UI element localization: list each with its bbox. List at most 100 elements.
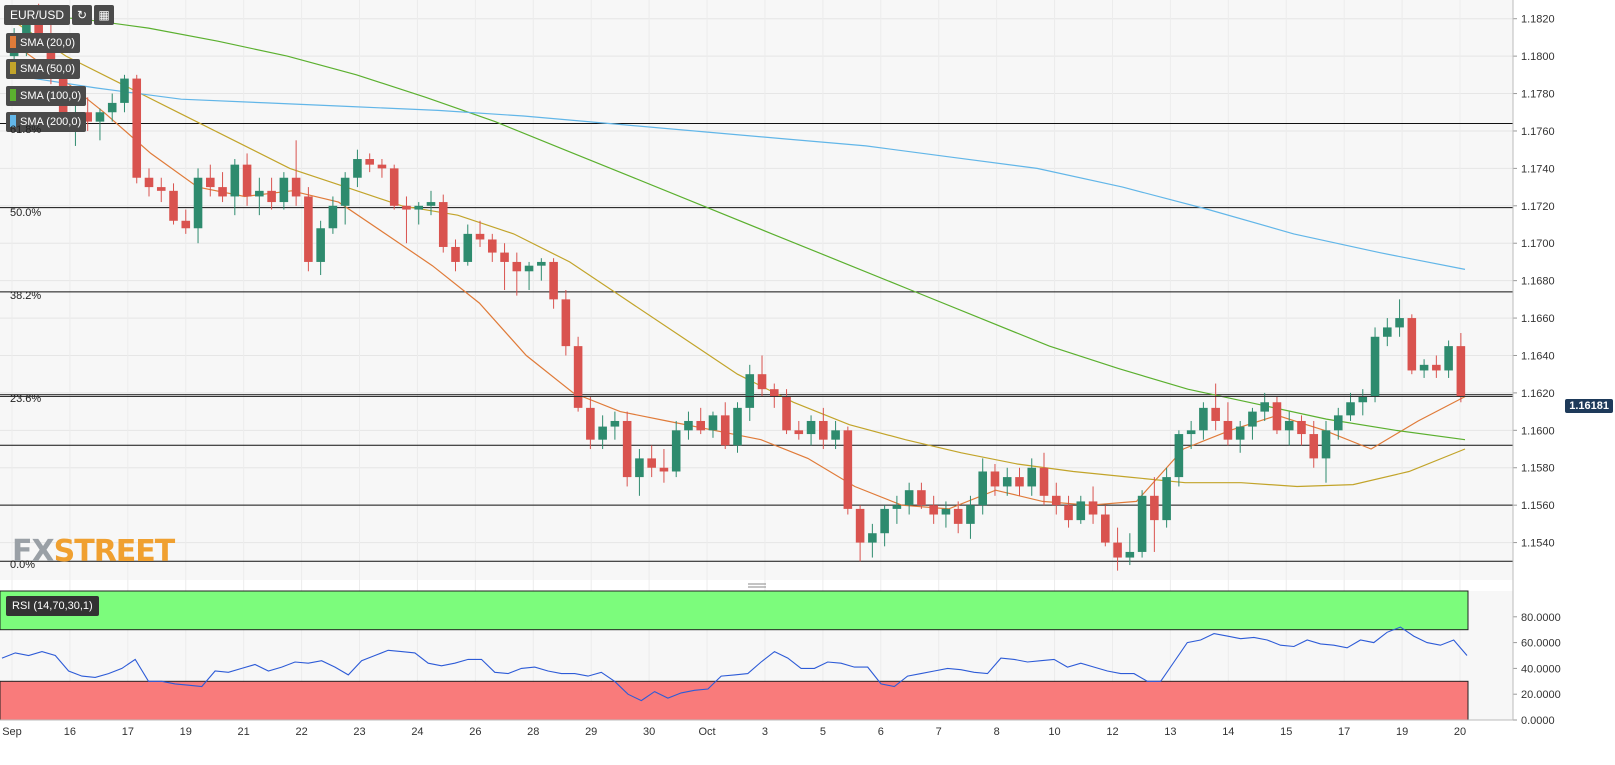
candle-body <box>904 490 914 506</box>
candle-body <box>206 177 215 188</box>
x-tick-label: 16 <box>64 726 76 738</box>
candle-body <box>512 261 522 272</box>
candle-body <box>1309 434 1319 459</box>
candle-body <box>990 471 1000 487</box>
candle-body <box>95 112 105 122</box>
x-tick-label: 5 <box>820 726 826 738</box>
fibo-label-500: 50.0% <box>10 207 42 219</box>
candle-body <box>340 177 350 206</box>
candle-body <box>953 508 963 524</box>
candle-body <box>1162 477 1171 521</box>
legend-sma-200[interactable]: SMA (200,0) <box>6 112 87 132</box>
y-tick-label: 1.1560 <box>1521 500 1555 512</box>
candle-body <box>1358 396 1368 403</box>
rsi-overbought-zone <box>0 590 1469 631</box>
refresh-icon[interactable]: ↻ <box>72 5 93 25</box>
candle-body <box>107 102 117 113</box>
y-tick-label: 1.1700 <box>1521 238 1555 250</box>
legend-sma-50[interactable]: SMA (50,0) <box>6 59 81 79</box>
x-tick-label: 17 <box>1338 726 1350 738</box>
candle-body <box>1015 477 1024 487</box>
sma-line <box>9 18 1466 488</box>
current-price-tag: 1.16181 <box>1565 399 1613 413</box>
logo-street: STREET <box>53 534 176 569</box>
candle-body <box>720 415 730 446</box>
candle-body <box>769 389 779 397</box>
legend-label: SMA (100,0) <box>20 90 82 102</box>
candle-body <box>193 177 203 229</box>
x-tick-label: Oct <box>698 726 715 738</box>
candle-body <box>22 22 31 38</box>
x-tick-label: 23 <box>353 726 365 738</box>
y-tick-label: 1.1820 <box>1521 14 1555 26</box>
candle-body <box>549 261 558 300</box>
candle-body <box>1383 327 1392 337</box>
legend-swatch <box>10 62 16 74</box>
candle-body <box>463 233 473 262</box>
y-tick-label: 1.1740 <box>1521 163 1555 175</box>
x-tick-label: 24 <box>411 726 423 738</box>
candle-body <box>120 78 129 103</box>
candle-body <box>1199 407 1208 431</box>
candle-body <box>696 420 706 431</box>
legend-sma-20[interactable]: SMA (20,0) <box>6 33 81 53</box>
candle-body <box>537 261 546 266</box>
calendar-icon[interactable]: ▦ <box>94 5 115 25</box>
legend-swatch <box>10 115 16 127</box>
y-tick-label: 1.1600 <box>1521 425 1555 437</box>
x-tick-label: 20 <box>1454 726 1466 738</box>
symbol-button[interactable]: EUR/USD <box>4 5 71 25</box>
candle-body <box>929 505 938 515</box>
candle-body <box>83 112 92 122</box>
legend-label: SMA (200,0) <box>20 116 82 128</box>
x-tick-label: 28 <box>527 726 539 738</box>
candle-body <box>1113 542 1122 558</box>
candle-body <box>1101 514 1110 543</box>
candle-body <box>353 159 362 178</box>
legend-sma-100[interactable]: SMA (100,0) <box>6 86 87 106</box>
candle-body <box>1088 501 1098 515</box>
candle-body <box>573 346 583 408</box>
rsi-y-tick-label: 40.0000 <box>1521 663 1561 675</box>
x-tick-label: 21 <box>238 726 250 738</box>
candle-body <box>328 205 338 229</box>
candle-body <box>144 177 154 188</box>
rsi-legend[interactable]: RSI (14,70,30,1) <box>6 596 99 616</box>
candle-body <box>1039 467 1049 496</box>
candle-body <box>659 467 669 472</box>
logo-fx: FX <box>12 534 55 569</box>
rsi-y-tick-label: 60.0000 <box>1521 638 1561 650</box>
fibo-label-236: 23.6% <box>10 393 42 405</box>
x-tick-label: 30 <box>643 726 655 738</box>
candle-body <box>34 22 43 34</box>
candle-body <box>389 168 399 206</box>
candle-body <box>843 430 853 509</box>
x-tick-label: 3 <box>762 726 768 738</box>
candle-body <box>1432 364 1441 371</box>
candle-body <box>156 187 166 191</box>
candle-body <box>1456 346 1466 397</box>
y-tick-label: 1.1760 <box>1521 126 1555 138</box>
candle-body <box>733 407 742 446</box>
candle-body <box>1272 402 1282 431</box>
candle-body <box>1186 430 1196 435</box>
candle-body <box>635 458 644 478</box>
fxstreet-logo: FXSTREET <box>12 534 176 569</box>
candle-body <box>1064 505 1073 521</box>
y-tick-label: 1.1540 <box>1521 538 1555 550</box>
candle-body <box>1444 346 1453 371</box>
x-tick-label: 13 <box>1164 726 1176 738</box>
x-tick-label: Sep <box>2 726 22 738</box>
candle-body <box>1419 364 1429 371</box>
candle-body <box>279 177 289 203</box>
fibo-label-618: 61.8% <box>10 124 42 136</box>
candle-body <box>1002 477 1012 487</box>
rsi-line <box>1 626 1468 702</box>
candle-body <box>426 202 436 206</box>
rsi-y-tick-label: 0.0000 <box>1521 715 1555 727</box>
candle-body <box>500 252 509 262</box>
x-tick-label: 19 <box>180 726 192 738</box>
fibo-label-000: 0.0% <box>10 559 36 571</box>
candle-body <box>1284 420 1294 431</box>
candle-body <box>451 246 460 262</box>
